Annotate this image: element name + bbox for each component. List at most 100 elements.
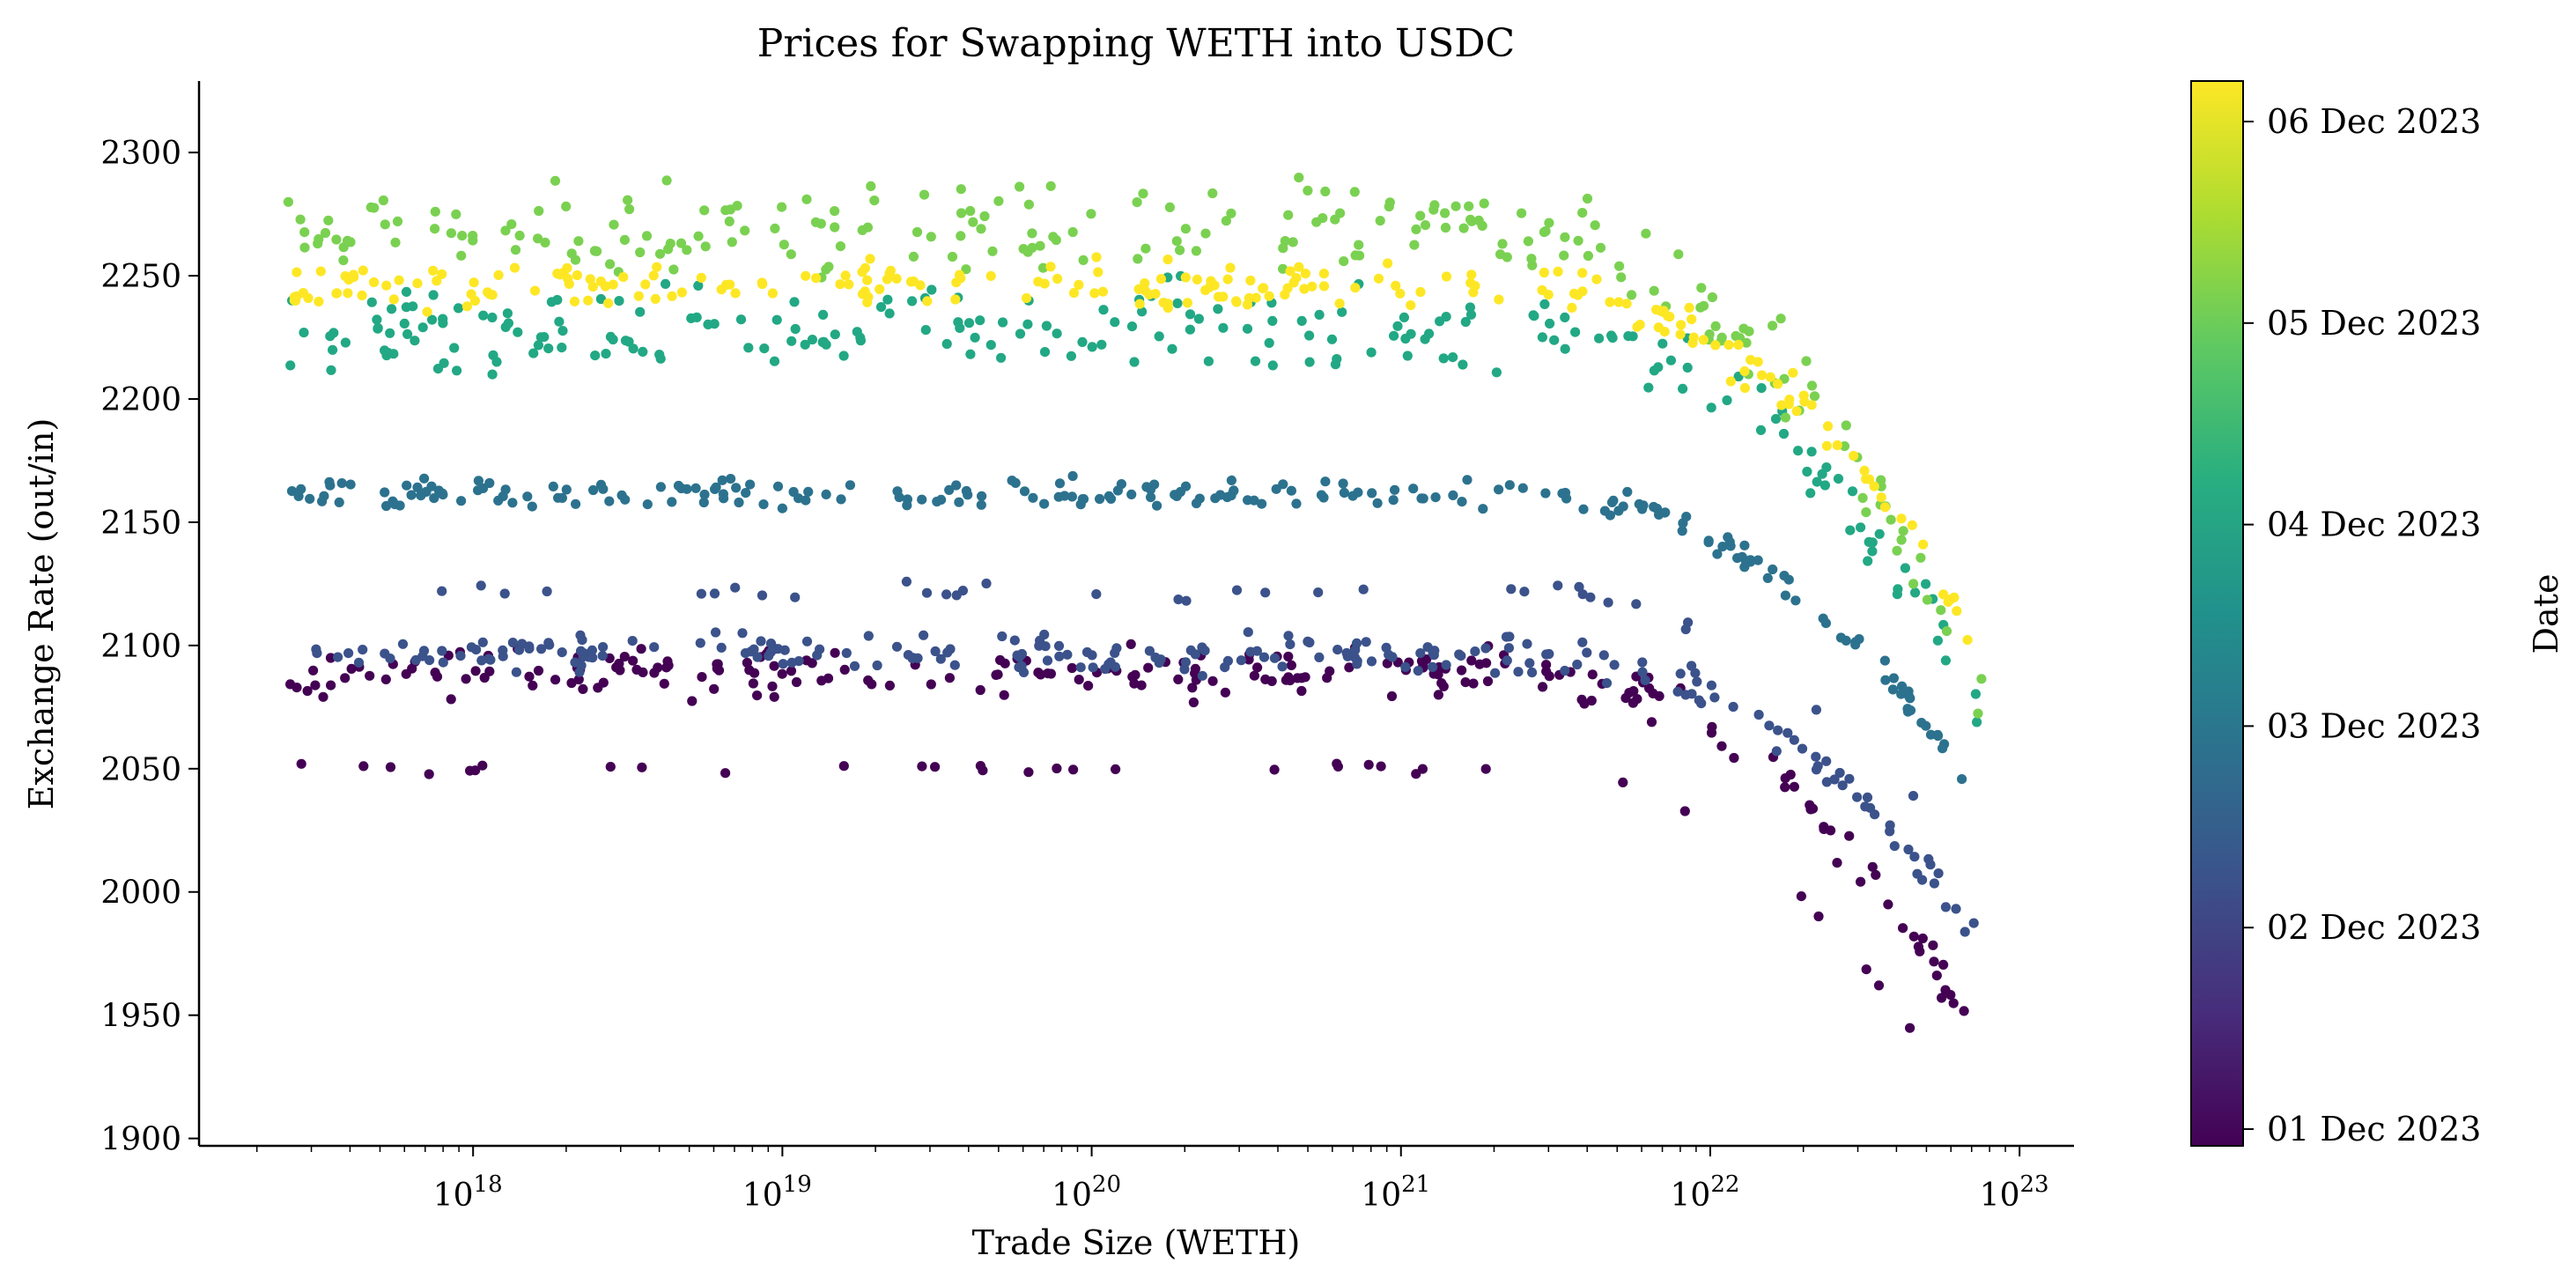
scatter-point bbox=[476, 580, 486, 591]
scatter-point bbox=[1286, 660, 1296, 671]
scatter-point bbox=[941, 338, 952, 350]
scatter-point bbox=[1207, 676, 1218, 686]
scatter-point bbox=[1482, 676, 1494, 687]
scatter-point bbox=[655, 353, 666, 364]
scatter-point bbox=[1780, 590, 1790, 601]
scatter-point bbox=[661, 278, 671, 289]
scatter-point bbox=[801, 194, 812, 204]
scatter-point bbox=[1898, 526, 1908, 536]
scatter-point bbox=[724, 216, 734, 226]
scatter-point bbox=[849, 661, 860, 671]
scatter-point bbox=[1788, 367, 1798, 378]
scatter-point bbox=[432, 276, 442, 286]
x-tick-label: 1023 bbox=[1980, 1171, 2049, 1214]
scatter-point bbox=[1402, 351, 1413, 361]
scatter-point bbox=[1464, 201, 1474, 211]
y-tick-label: 2150 bbox=[100, 506, 181, 542]
scatter-point bbox=[1250, 356, 1261, 366]
scatter-point bbox=[1283, 210, 1294, 220]
scatter-point bbox=[438, 490, 448, 500]
scatter-point bbox=[476, 655, 487, 666]
scatter-point bbox=[1278, 263, 1288, 274]
scatter-point bbox=[903, 650, 913, 661]
scatter-point bbox=[920, 325, 931, 336]
scatter-point bbox=[1087, 342, 1097, 352]
scatter-point bbox=[1473, 215, 1484, 225]
scatter-point bbox=[1908, 931, 1919, 942]
x-tick-label: 1019 bbox=[742, 1171, 812, 1214]
scatter-point bbox=[1296, 685, 1307, 697]
scatter-point bbox=[446, 694, 456, 705]
scatter-point bbox=[1722, 395, 1732, 406]
scatter-point bbox=[1182, 298, 1192, 308]
scatter-point bbox=[1910, 587, 1921, 598]
scatter-point bbox=[1045, 262, 1056, 272]
scatter-point bbox=[605, 762, 616, 772]
scatter-point bbox=[875, 302, 887, 313]
scatter-point bbox=[470, 666, 481, 676]
scatter-point bbox=[1905, 1023, 1915, 1033]
scatter-point bbox=[1332, 761, 1343, 772]
scatter-point bbox=[1632, 694, 1642, 705]
scatter-point bbox=[1929, 956, 1939, 967]
scatter-point bbox=[1110, 317, 1120, 328]
scatter-point bbox=[1392, 321, 1403, 331]
scatter-point bbox=[835, 241, 846, 252]
scatter-point bbox=[968, 217, 978, 227]
scatter-point bbox=[1383, 258, 1393, 269]
scatter-point bbox=[1806, 447, 1817, 457]
scatter-point bbox=[1902, 704, 1913, 714]
scatter-point bbox=[752, 691, 763, 701]
scatter-point bbox=[631, 664, 642, 676]
scatter-point bbox=[1267, 360, 1278, 371]
scatter-point bbox=[1167, 343, 1177, 354]
scatter-point bbox=[1707, 292, 1717, 303]
scatter-point bbox=[388, 294, 399, 305]
scatter-point bbox=[1243, 627, 1253, 638]
scatter-point bbox=[1560, 312, 1570, 322]
scatter-point bbox=[942, 647, 953, 658]
scatter-point bbox=[299, 242, 310, 253]
scatter-point bbox=[1676, 320, 1687, 330]
scatter-point bbox=[779, 645, 790, 655]
scatter-point bbox=[604, 496, 615, 506]
scatter-point bbox=[1775, 314, 1786, 324]
scatter-point bbox=[740, 225, 750, 236]
scatter-point bbox=[862, 275, 873, 285]
scatter-point bbox=[1143, 662, 1154, 673]
scatter-point bbox=[1594, 333, 1605, 343]
scatter-point bbox=[326, 680, 336, 691]
scatter-point bbox=[449, 343, 460, 353]
scatter-point bbox=[1614, 261, 1625, 271]
scatter-point bbox=[743, 343, 754, 353]
scatter-point bbox=[397, 639, 409, 649]
scatter-point bbox=[1411, 224, 1421, 234]
scatter-point bbox=[1504, 480, 1515, 491]
scatter-point bbox=[1847, 486, 1858, 497]
scatter-point bbox=[1818, 613, 1828, 624]
scatter-point bbox=[1572, 659, 1583, 670]
scatter-point bbox=[1150, 289, 1161, 299]
scatter-point bbox=[1067, 226, 1078, 238]
scatter-point bbox=[741, 488, 751, 498]
scatter-point bbox=[418, 646, 430, 656]
scatter-point bbox=[1415, 648, 1426, 659]
scatter-point bbox=[1226, 475, 1236, 486]
scatter-point bbox=[1112, 485, 1123, 496]
scatter-point bbox=[1538, 682, 1548, 692]
scatter-point bbox=[1366, 347, 1377, 358]
scatter-point bbox=[333, 652, 343, 662]
scatter-point bbox=[1672, 686, 1683, 697]
scatter-point bbox=[401, 302, 411, 313]
scatter-point bbox=[546, 297, 557, 307]
scatter-point bbox=[863, 675, 874, 686]
scatter-point bbox=[731, 483, 742, 493]
scatter-point bbox=[614, 296, 624, 306]
scatter-point bbox=[314, 296, 324, 306]
scatter-point bbox=[430, 206, 440, 217]
scatter-point bbox=[845, 480, 856, 491]
scatter-point bbox=[1474, 659, 1485, 669]
scatter-point bbox=[395, 500, 405, 511]
y-tick-label: 1950 bbox=[100, 999, 181, 1035]
scatter-point bbox=[1249, 670, 1259, 681]
